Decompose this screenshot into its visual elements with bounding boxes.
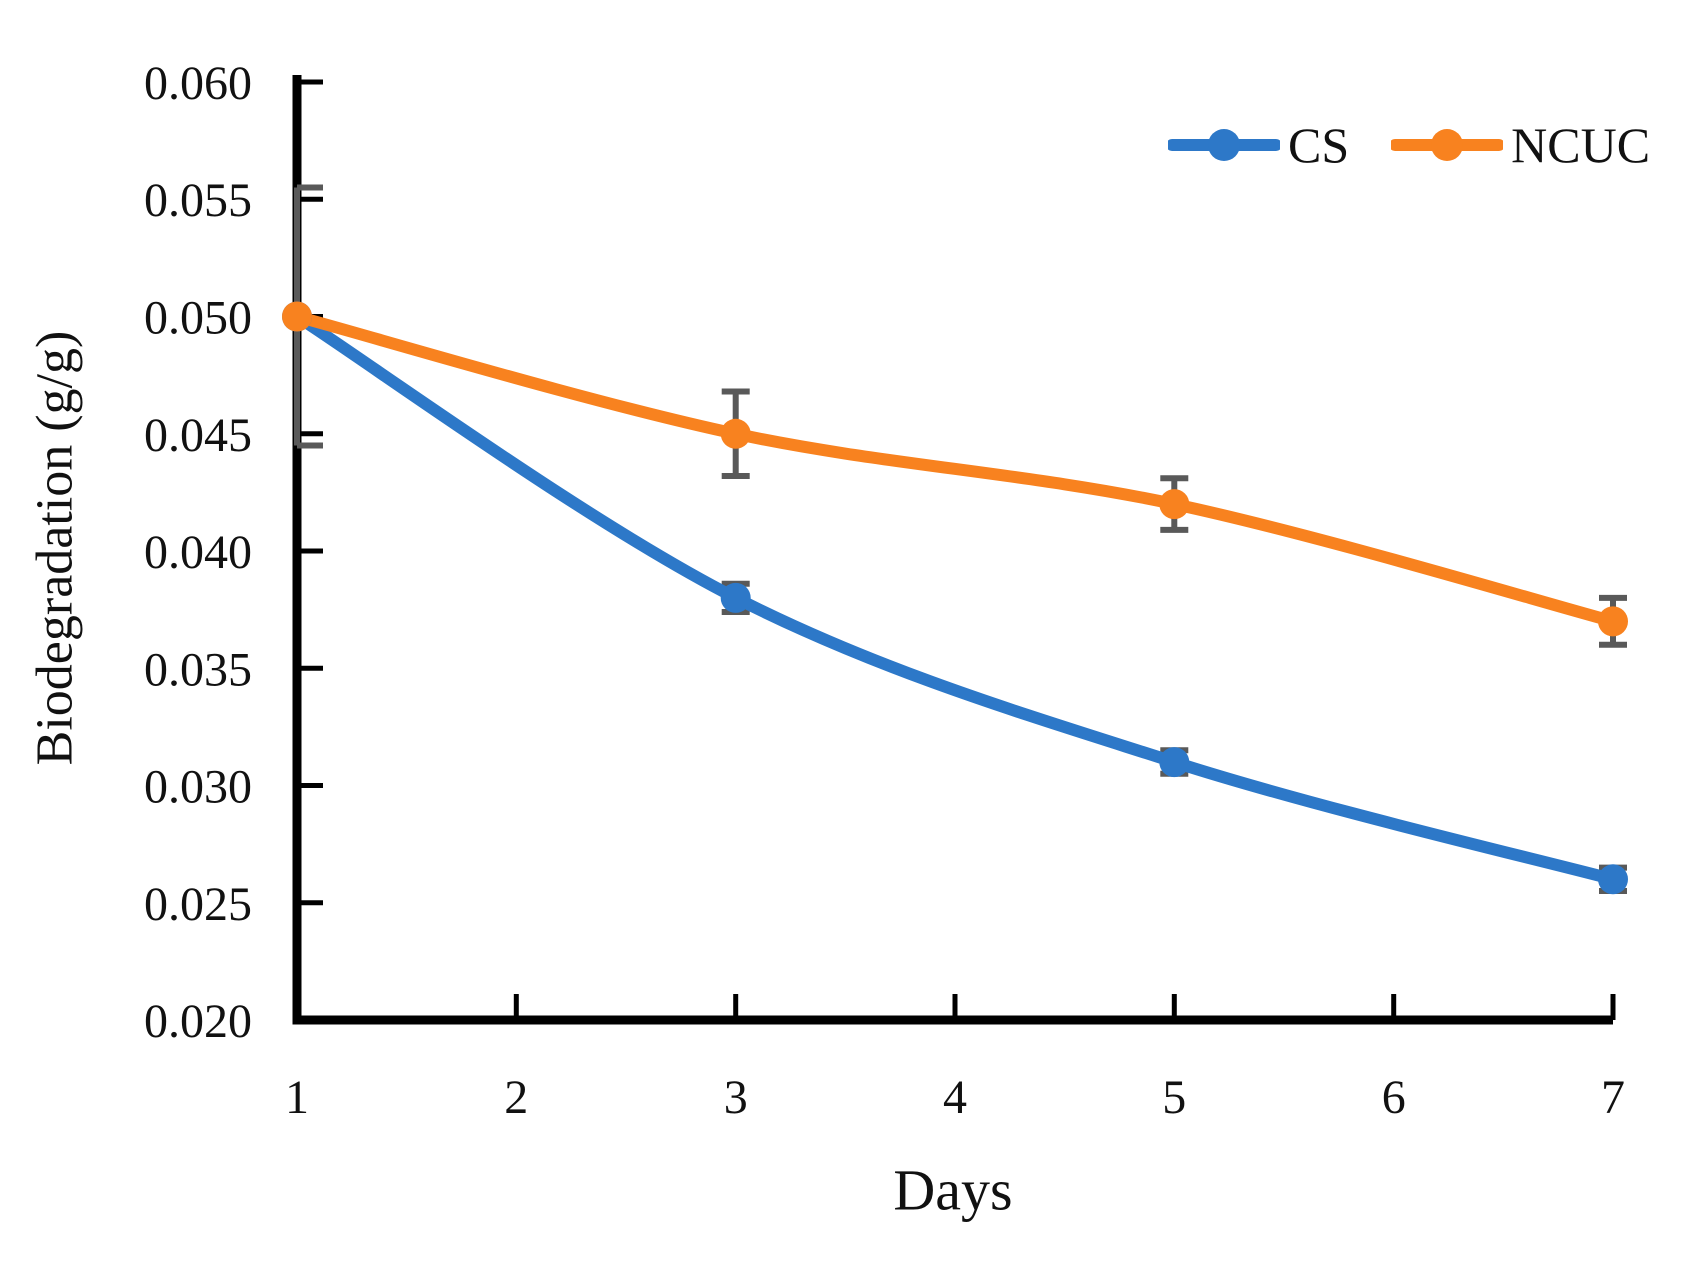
y-tick-label: 0.060 — [144, 57, 252, 110]
ncuc-marker-day-1 — [282, 301, 312, 332]
x-tick-label: 3 — [724, 1071, 748, 1124]
y-tick-label: 0.020 — [144, 995, 252, 1048]
y-tick-label: 0.045 — [144, 409, 252, 462]
ncuc-line — [291, 310, 1619, 628]
legend-label-cs: CS — [1288, 117, 1350, 173]
x-axis-title: Days — [893, 1157, 1013, 1223]
cs-marker-day-7 — [1598, 864, 1628, 895]
y-tick-label: 0.035 — [144, 643, 252, 696]
ncuc-marker-day-5 — [1159, 489, 1190, 520]
x-tick-label: 2 — [504, 1071, 528, 1124]
ncuc-legend-dot — [1431, 129, 1464, 161]
legend-item-cs: CS — [1168, 120, 1349, 170]
cs-legend-dot — [1208, 129, 1240, 161]
x-tick-label: 6 — [1382, 1071, 1406, 1124]
ncuc-marker-day-7 — [1598, 606, 1628, 637]
y-axis-title: Biodegradation (g/g) — [26, 330, 84, 766]
cs-line-marker-icon — [1168, 129, 1280, 161]
y-tick-label: 0.030 — [144, 761, 252, 814]
x-tick-label: 4 — [943, 1071, 967, 1124]
legend-item-ncuc: NCUC — [1391, 120, 1650, 170]
y-tick-label: 0.055 — [144, 174, 252, 227]
x-tick-label: 5 — [1162, 1071, 1186, 1124]
legend: CS NCUC — [1168, 119, 1650, 171]
ncuc-line-marker-icon — [1391, 129, 1504, 161]
y-tick-label: 0.050 — [144, 292, 252, 345]
cs-marker-day-5 — [1159, 747, 1190, 778]
y-tick-label: 0.025 — [144, 878, 252, 931]
cs-marker-day-3 — [720, 582, 751, 613]
cs-line — [291, 310, 1619, 886]
legend-label-ncuc: NCUC — [1511, 117, 1651, 173]
x-tick-label: 7 — [1601, 1071, 1625, 1124]
x-tick-label: 1 — [285, 1071, 309, 1124]
ncuc-marker-day-3 — [720, 418, 751, 449]
y-tick-label: 0.040 — [144, 526, 252, 579]
